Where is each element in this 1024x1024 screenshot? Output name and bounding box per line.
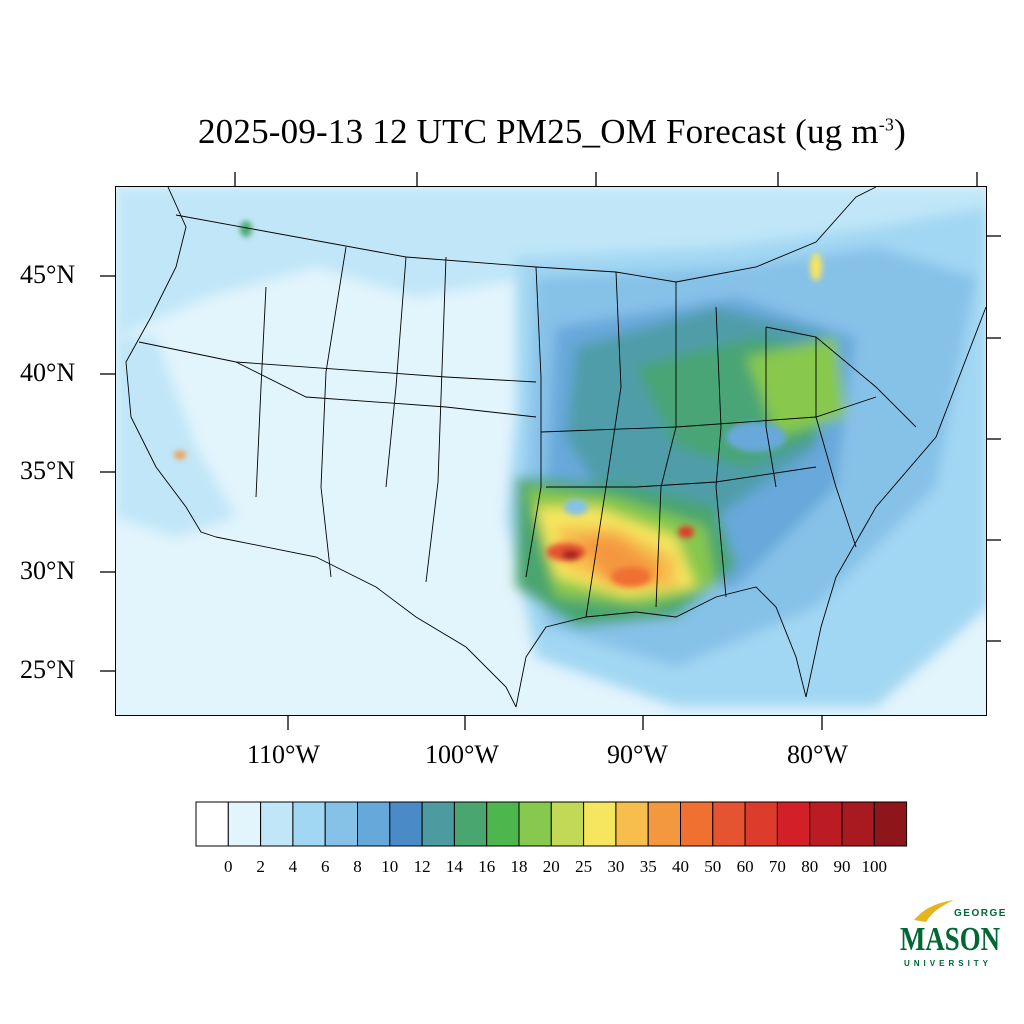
title-exponent: -3: [878, 114, 895, 135]
logo-top-text: GEORGE: [954, 908, 1006, 919]
colorbar-tick-label: 35: [639, 857, 657, 876]
title-text: 2025-09-13 12 UTC PM25_OM Forecast (ug m: [197, 112, 879, 151]
lat-label-40: 40°N: [20, 358, 76, 387]
colorbar-tick-label: 0: [224, 857, 233, 876]
forecast-map[interactable]: [115, 186, 987, 716]
lon-label-110w: 110°W: [247, 740, 320, 769]
colorbar-tick-label: 6: [320, 857, 330, 876]
colorbar-tick-label: 70: [768, 857, 786, 876]
colorbar-tick-label: 90: [833, 857, 851, 876]
colorbar-swatch: [292, 801, 326, 847]
colorbar-tick-label: 2: [256, 857, 265, 876]
logo-main-text: MASON: [900, 921, 1000, 958]
lat-label-45: 45°N: [20, 260, 76, 289]
colorbar-swatch: [776, 801, 811, 847]
colorbar-tick-label: 80: [801, 857, 819, 876]
colorbar: [195, 801, 908, 852]
colorbar-swatch: [195, 801, 229, 847]
colorbar-tick-label: 50: [704, 857, 722, 876]
colorbar-swatch: [583, 801, 617, 847]
colorbar-swatch: [680, 801, 714, 847]
colorbar-swatch: [809, 801, 843, 847]
logo-bottom-text: UNIVERSITY: [904, 959, 992, 968]
colorbar-tick-label: 100: [861, 857, 888, 876]
colorbar-tick-label: 30: [607, 857, 625, 876]
colorbar-swatch: [712, 801, 746, 847]
gmu-logo: GEORGE MASON UNIVERSITY: [896, 898, 1006, 970]
colorbar-tick-label: 20: [542, 857, 560, 876]
colorbar-swatch: [389, 801, 423, 847]
colorbar-swatch: [518, 801, 552, 847]
colorbar-tick-label: 4: [288, 857, 298, 876]
lon-label-100w: 100°W: [425, 740, 499, 769]
colorbar-tick-label: 60: [736, 857, 754, 876]
colorbar-tick-label: 10: [381, 857, 399, 876]
lat-label-35: 35°N: [20, 456, 76, 485]
colorbar-swatch: [873, 801, 908, 847]
colorbar-svg: [195, 801, 908, 847]
title-closing: ): [894, 112, 906, 151]
lon-label-90w: 90°W: [607, 740, 668, 769]
colorbar-swatch: [841, 801, 875, 847]
colorbar-swatch: [486, 801, 520, 847]
lat-label-30: 30°N: [20, 556, 76, 585]
lon-label-80w: 80°W: [787, 740, 848, 769]
colorbar-tick-label: 25: [575, 857, 593, 876]
colorbar-swatch: [260, 801, 294, 847]
colorbar-swatch: [357, 801, 391, 847]
chart-title: 2025-09-13 12 UTC PM25_OM Forecast (ug m…: [0, 112, 1024, 152]
colorbar-swatch: [227, 801, 262, 847]
colorbar-tick-label: 12: [413, 857, 431, 876]
colorbar-tick-label: 18: [510, 857, 528, 876]
colorbar-tick-label: 16: [478, 857, 496, 876]
colorbar-swatch: [324, 801, 358, 847]
colorbar-swatch: [453, 801, 488, 847]
gmu-logo-mark: GEORGE MASON UNIVERSITY: [900, 900, 1006, 968]
colorbar-swatch: [744, 801, 778, 847]
colorbar-swatch: [550, 801, 585, 847]
colorbar-tick-label: 14: [445, 857, 463, 876]
colorbar-tick-label: 40: [672, 857, 689, 876]
colorbar-swatch: [647, 801, 682, 847]
colorbar-swatch: [421, 801, 455, 847]
concentration-field: [116, 187, 986, 715]
colorbar-swatch: [615, 801, 649, 847]
colorbar-tick-label: 8: [353, 857, 362, 876]
lat-label-25: 25°N: [20, 655, 76, 684]
